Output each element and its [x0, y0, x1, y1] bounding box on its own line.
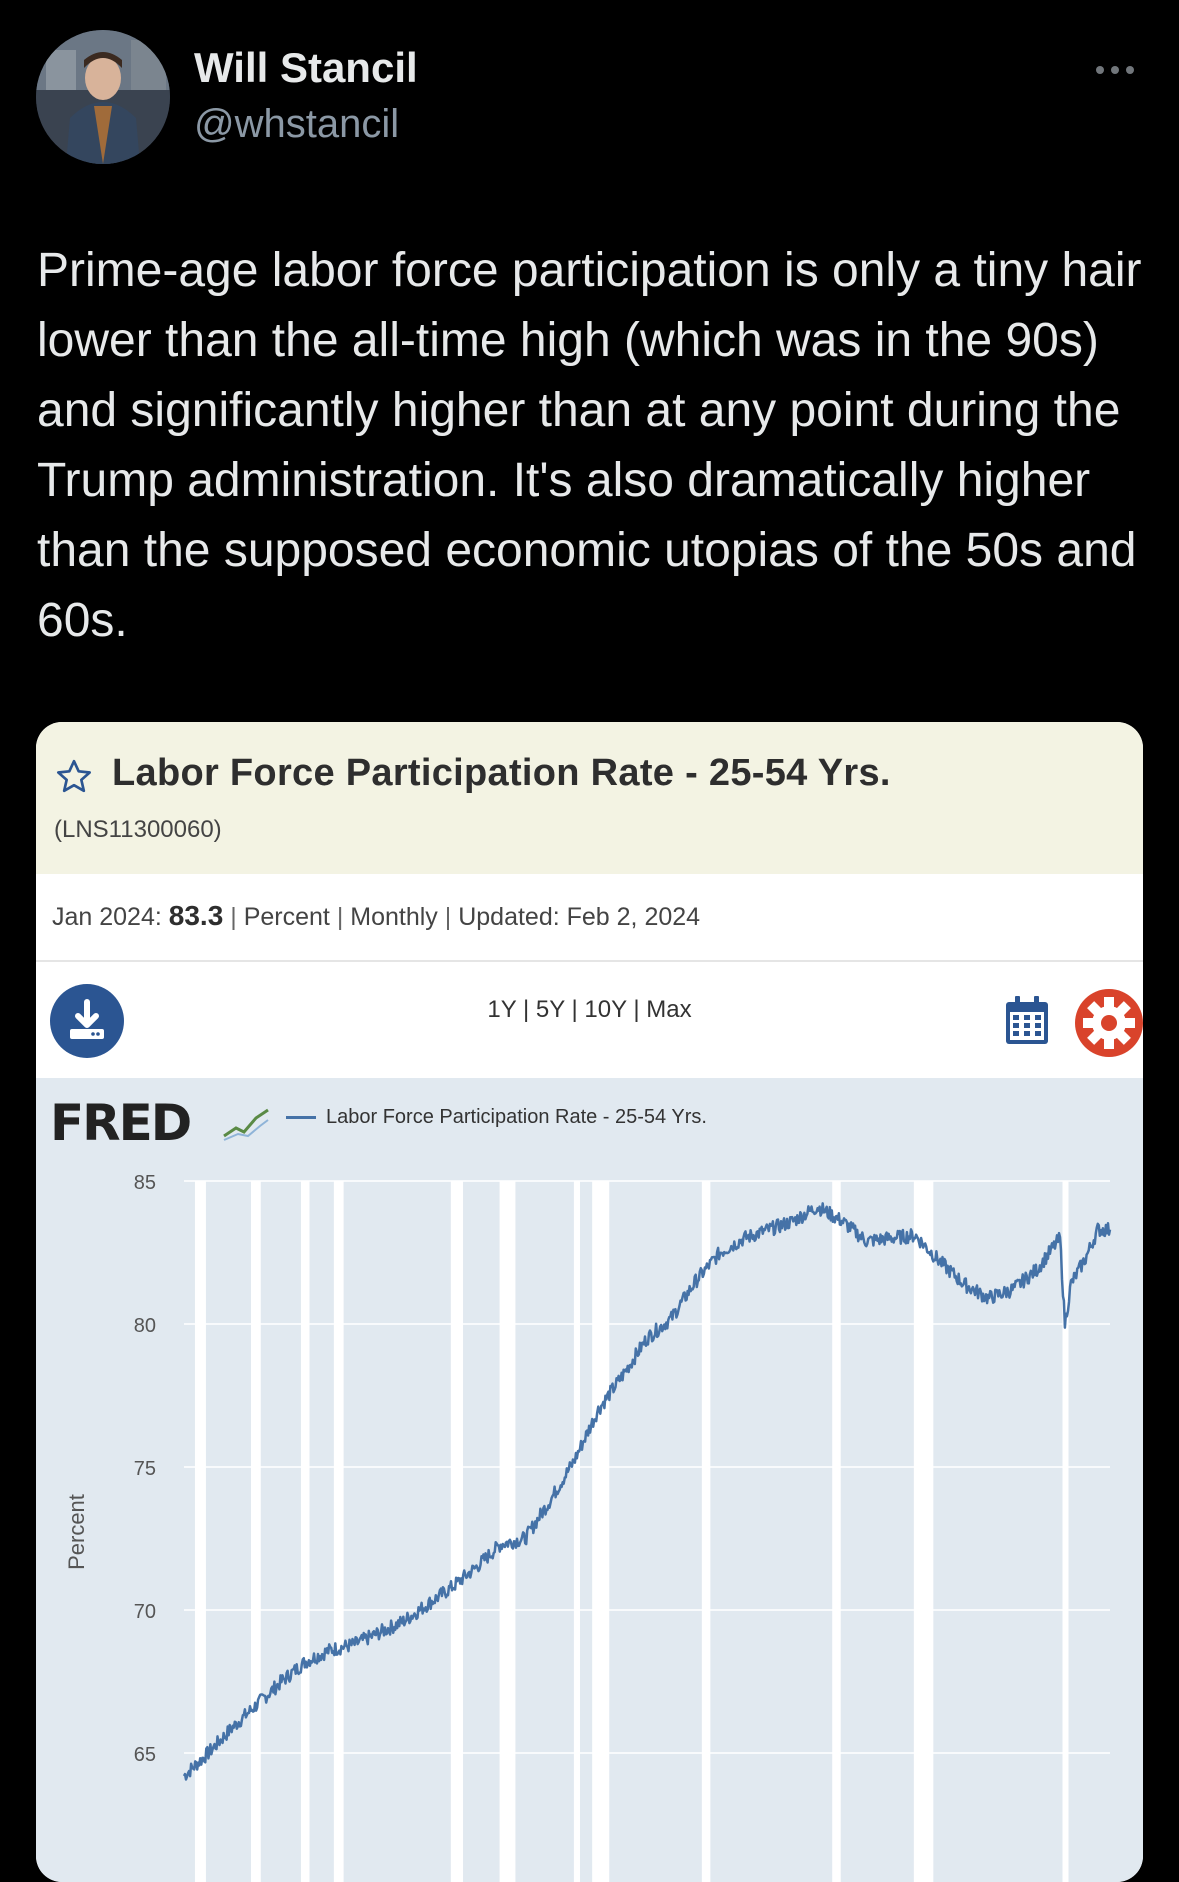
units: Percent — [243, 903, 330, 931]
settings-gear-icon[interactable] — [1072, 986, 1143, 1060]
avatar-photo — [36, 30, 170, 164]
series-meta: Jan 2024: 83.3 | Percent | Monthly | Upd… — [52, 900, 701, 931]
recession-band — [251, 1181, 261, 1882]
range-selector: 1Y | 5Y | 10Y | Max — [487, 996, 692, 1023]
range-max[interactable]: Max — [646, 996, 692, 1023]
download-icon — [70, 999, 104, 1039]
divider — [36, 960, 1143, 962]
author-handle[interactable]: @whstancil — [194, 102, 400, 146]
recession-band — [701, 1181, 711, 1882]
calendar-icon[interactable] — [1004, 994, 1050, 1046]
fred-logo: FRED — [50, 1094, 192, 1152]
legend-swatch — [286, 1116, 316, 1119]
recession-band — [913, 1181, 934, 1882]
more-horizontal-icon[interactable] — [1090, 48, 1140, 88]
series-line — [182, 1202, 1112, 1781]
download-button[interactable] — [50, 984, 124, 1058]
range-1y[interactable]: 1Y — [487, 996, 517, 1023]
y-axis-label: Percent — [64, 1494, 89, 1570]
recession-band — [194, 1181, 206, 1882]
recession-band — [573, 1181, 580, 1882]
range-5y[interactable]: 5Y — [535, 996, 565, 1023]
recession-band — [832, 1181, 841, 1882]
chart-legend: Labor Force Participation Rate - 25-54 Y… — [286, 1106, 707, 1129]
observation-value: 83.3 — [168, 900, 224, 931]
plot-area-background — [36, 1078, 1143, 1882]
chart: 858075706560Percent — [64, 1172, 1112, 1882]
frequency: Monthly — [350, 903, 438, 931]
range-10y[interactable]: 10Y — [584, 996, 627, 1023]
series-title[interactable]: Labor Force Participation Rate - 25-54 Y… — [112, 752, 891, 794]
y-tick-label: 70 — [134, 1601, 156, 1623]
card-header — [36, 722, 1143, 874]
recession-band — [300, 1181, 310, 1882]
author-avatar[interactable] — [36, 30, 170, 164]
observation-date: Jan 2024: — [52, 903, 162, 931]
y-tick-label: 85 — [134, 1172, 156, 1194]
recession-band — [333, 1181, 344, 1882]
recession-band — [592, 1181, 610, 1882]
recession-band — [499, 1181, 516, 1882]
y-tick-label: 65 — [134, 1744, 156, 1766]
legend-label: Labor Force Participation Rate - 25-54 Y… — [326, 1106, 707, 1128]
star-icon[interactable] — [54, 757, 94, 797]
updated-date: Updated: Feb 2, 2024 — [458, 903, 701, 931]
y-tick-label: 75 — [134, 1458, 156, 1480]
series-id: (LNS11300060) — [54, 816, 222, 843]
recession-band — [450, 1181, 464, 1882]
recession-band — [1062, 1181, 1069, 1882]
author-name[interactable]: Will Stancil — [194, 44, 418, 91]
fred-trend-logo-icon — [223, 1108, 269, 1141]
tweet-text: Prime-age labor force participation is o… — [37, 244, 1155, 647]
fred-chart-card[interactable]: Labor Force Participation Rate - 25-54 Y… — [36, 722, 1143, 1882]
y-tick-label: 80 — [134, 1315, 156, 1337]
